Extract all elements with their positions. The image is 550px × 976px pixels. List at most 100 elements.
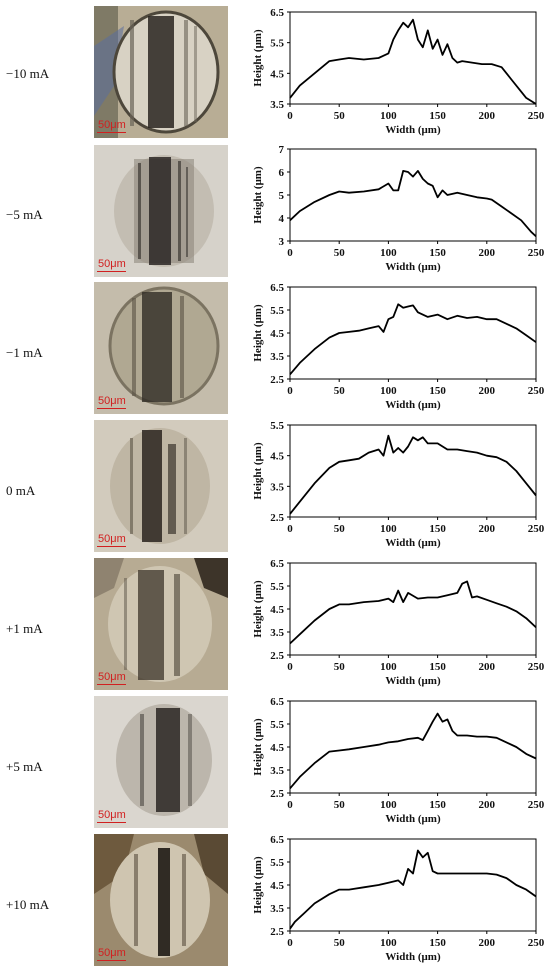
plot-frame (289, 562, 537, 656)
wear-scar-image (94, 834, 228, 966)
wear-scar-image (94, 282, 228, 414)
y-tick-label: 3.5 (270, 765, 284, 777)
y-tick-label: 2.5 (270, 788, 284, 800)
wear-scar-image (94, 145, 228, 277)
y-tick-label: 6 (279, 167, 285, 179)
x-tick-label: 150 (429, 661, 446, 673)
x-tick-label: 0 (287, 523, 293, 535)
scale-bar (97, 545, 126, 547)
x-tick-label: 50 (334, 385, 346, 397)
x-tick-label: 0 (287, 661, 293, 673)
y-tick-label: 6.5 (270, 834, 284, 846)
micrograph: 50μm (94, 145, 228, 277)
micrograph: 50μm (94, 696, 228, 828)
x-tick-label: 250 (528, 799, 545, 811)
y-tick-label: 6.5 (270, 696, 284, 708)
row-minus-10ma: −10 mA 50μm 3.5 4.5 5.5 6.5 0 50 100 150 200 250 W… (0, 4, 550, 141)
x-tick-label: 200 (479, 523, 496, 535)
scale-bar-label: 50μm (98, 258, 126, 270)
y-axis-label: Height (μm) (252, 856, 264, 914)
y-tick-label: 4.5 (270, 604, 284, 616)
y-tick-label: 6.5 (270, 558, 284, 570)
profile-line (289, 712, 537, 789)
y-tick-label: 5.5 (270, 38, 284, 50)
y-tick-label: 4.5 (270, 451, 284, 463)
y-tick-label: 2.5 (270, 650, 284, 662)
profile-line (289, 434, 537, 515)
x-axis-label: Width (μm) (385, 124, 441, 136)
y-tick-label: 4.5 (270, 880, 284, 892)
profile-chart-svg: 2.5 3.5 4.5 5.5 6.5 0 50 100 150 200 250 Width (μm)… (252, 558, 545, 687)
profile-chart: 2.5 3.5 4.5 5.5 6.5 0 50 100 150 200 250 Width (μm)… (246, 555, 546, 690)
x-tick-label: 250 (528, 385, 545, 397)
scale-bar (97, 407, 126, 409)
x-axis-label: Width (μm) (385, 951, 441, 963)
y-tick-label: 4 (279, 213, 285, 225)
profile-chart-svg: 3 4 5 6 7 0 50 100 150 200 250 Width (μm) Height (μm… (252, 144, 545, 273)
y-tick-label: 5 (279, 190, 285, 202)
y-tick-label: 3.5 (270, 99, 284, 111)
profile-line (289, 580, 537, 645)
x-tick-label: 250 (528, 247, 545, 259)
scale-bar-label: 50μm (98, 947, 126, 959)
micrograph: 50μm (94, 6, 228, 138)
y-tick-label: 7 (279, 144, 285, 156)
x-tick-label: 150 (429, 799, 446, 811)
profile-chart-svg: 2.5 3.5 4.5 5.5 6.5 0 50 100 150 200 250 Width (μm)… (252, 696, 545, 825)
row-plus-1ma: +1 mA 50μm 2.5 3.5 4.5 5.5 6.5 0 50 100 150 200 25… (0, 555, 550, 693)
scale-bar-label: 50μm (98, 395, 126, 407)
current-label: 0 mA (6, 483, 36, 498)
y-tick-label: 4.5 (270, 742, 284, 754)
x-tick-label: 200 (479, 937, 496, 949)
x-tick-label: 0 (287, 110, 293, 122)
x-tick-label: 50 (334, 799, 346, 811)
plot-frame (289, 424, 537, 518)
x-tick-label: 200 (479, 110, 496, 122)
x-tick-label: 150 (429, 523, 446, 535)
current-label: −1 mA (6, 345, 43, 360)
x-tick-label: 50 (334, 247, 346, 259)
profile-line (289, 169, 537, 238)
scale-bar (97, 959, 126, 961)
scale-bar (97, 131, 126, 133)
y-tick-label: 4.5 (270, 68, 284, 80)
x-tick-label: 100 (380, 247, 397, 259)
x-tick-label: 100 (380, 110, 397, 122)
scale-bar-label: 50μm (98, 119, 126, 131)
profile-chart: 2.5 3.5 4.5 5.5 0 50 100 150 200 250 Width (μm) Hei… (246, 417, 546, 552)
x-axis-label: Width (μm) (385, 675, 441, 687)
profile-chart-svg: 2.5 3.5 4.5 5.5 6.5 0 50 100 150 200 250 Width (μm)… (252, 282, 545, 411)
scale-bar-label: 50μm (98, 671, 126, 683)
row-minus-1ma: −1 mA 50μm 2.5 3.5 4.5 5.5 6.5 0 50 100 150 200 25… (0, 279, 550, 417)
y-tick-label: 2.5 (270, 926, 284, 938)
x-tick-label: 150 (429, 247, 446, 259)
profile-chart: 2.5 3.5 4.5 5.5 6.5 0 50 100 150 200 250 Width (μm)… (246, 693, 546, 828)
x-tick-label: 0 (287, 247, 293, 259)
x-tick-label: 100 (380, 385, 397, 397)
y-tick-label: 5.5 (270, 857, 284, 869)
x-tick-label: 0 (287, 385, 293, 397)
y-tick-label: 2.5 (270, 374, 284, 386)
micrograph: 50μm (94, 420, 228, 552)
x-tick-label: 50 (334, 937, 346, 949)
row-plus-10ma: +10 mA 50μm 2.5 3.5 4.5 5.5 6.5 0 50 100 150 200 2… (0, 831, 550, 971)
scale-bar-label: 50μm (98, 809, 126, 821)
y-axis-label: Height (μm) (252, 166, 264, 224)
x-tick-label: 150 (429, 110, 446, 122)
y-tick-label: 3.5 (270, 627, 284, 639)
current-label: +1 mA (6, 621, 43, 636)
profile-line (289, 849, 537, 930)
x-tick-label: 250 (528, 110, 545, 122)
y-tick-label: 6.5 (270, 7, 284, 19)
current-label: +10 mA (6, 897, 50, 912)
micrograph: 50μm (94, 834, 228, 966)
current-label: −10 mA (6, 66, 50, 81)
y-tick-label: 4.5 (270, 328, 284, 340)
profile-chart-svg: 3.5 4.5 5.5 6.5 0 50 100 150 200 250 Width (μm) Hei… (252, 7, 545, 136)
scale-bar (97, 821, 126, 823)
x-tick-label: 250 (528, 937, 545, 949)
x-axis-label: Width (μm) (385, 813, 441, 825)
x-tick-label: 200 (479, 247, 496, 259)
scale-bar (97, 683, 126, 685)
y-tick-label: 3.5 (270, 903, 284, 915)
